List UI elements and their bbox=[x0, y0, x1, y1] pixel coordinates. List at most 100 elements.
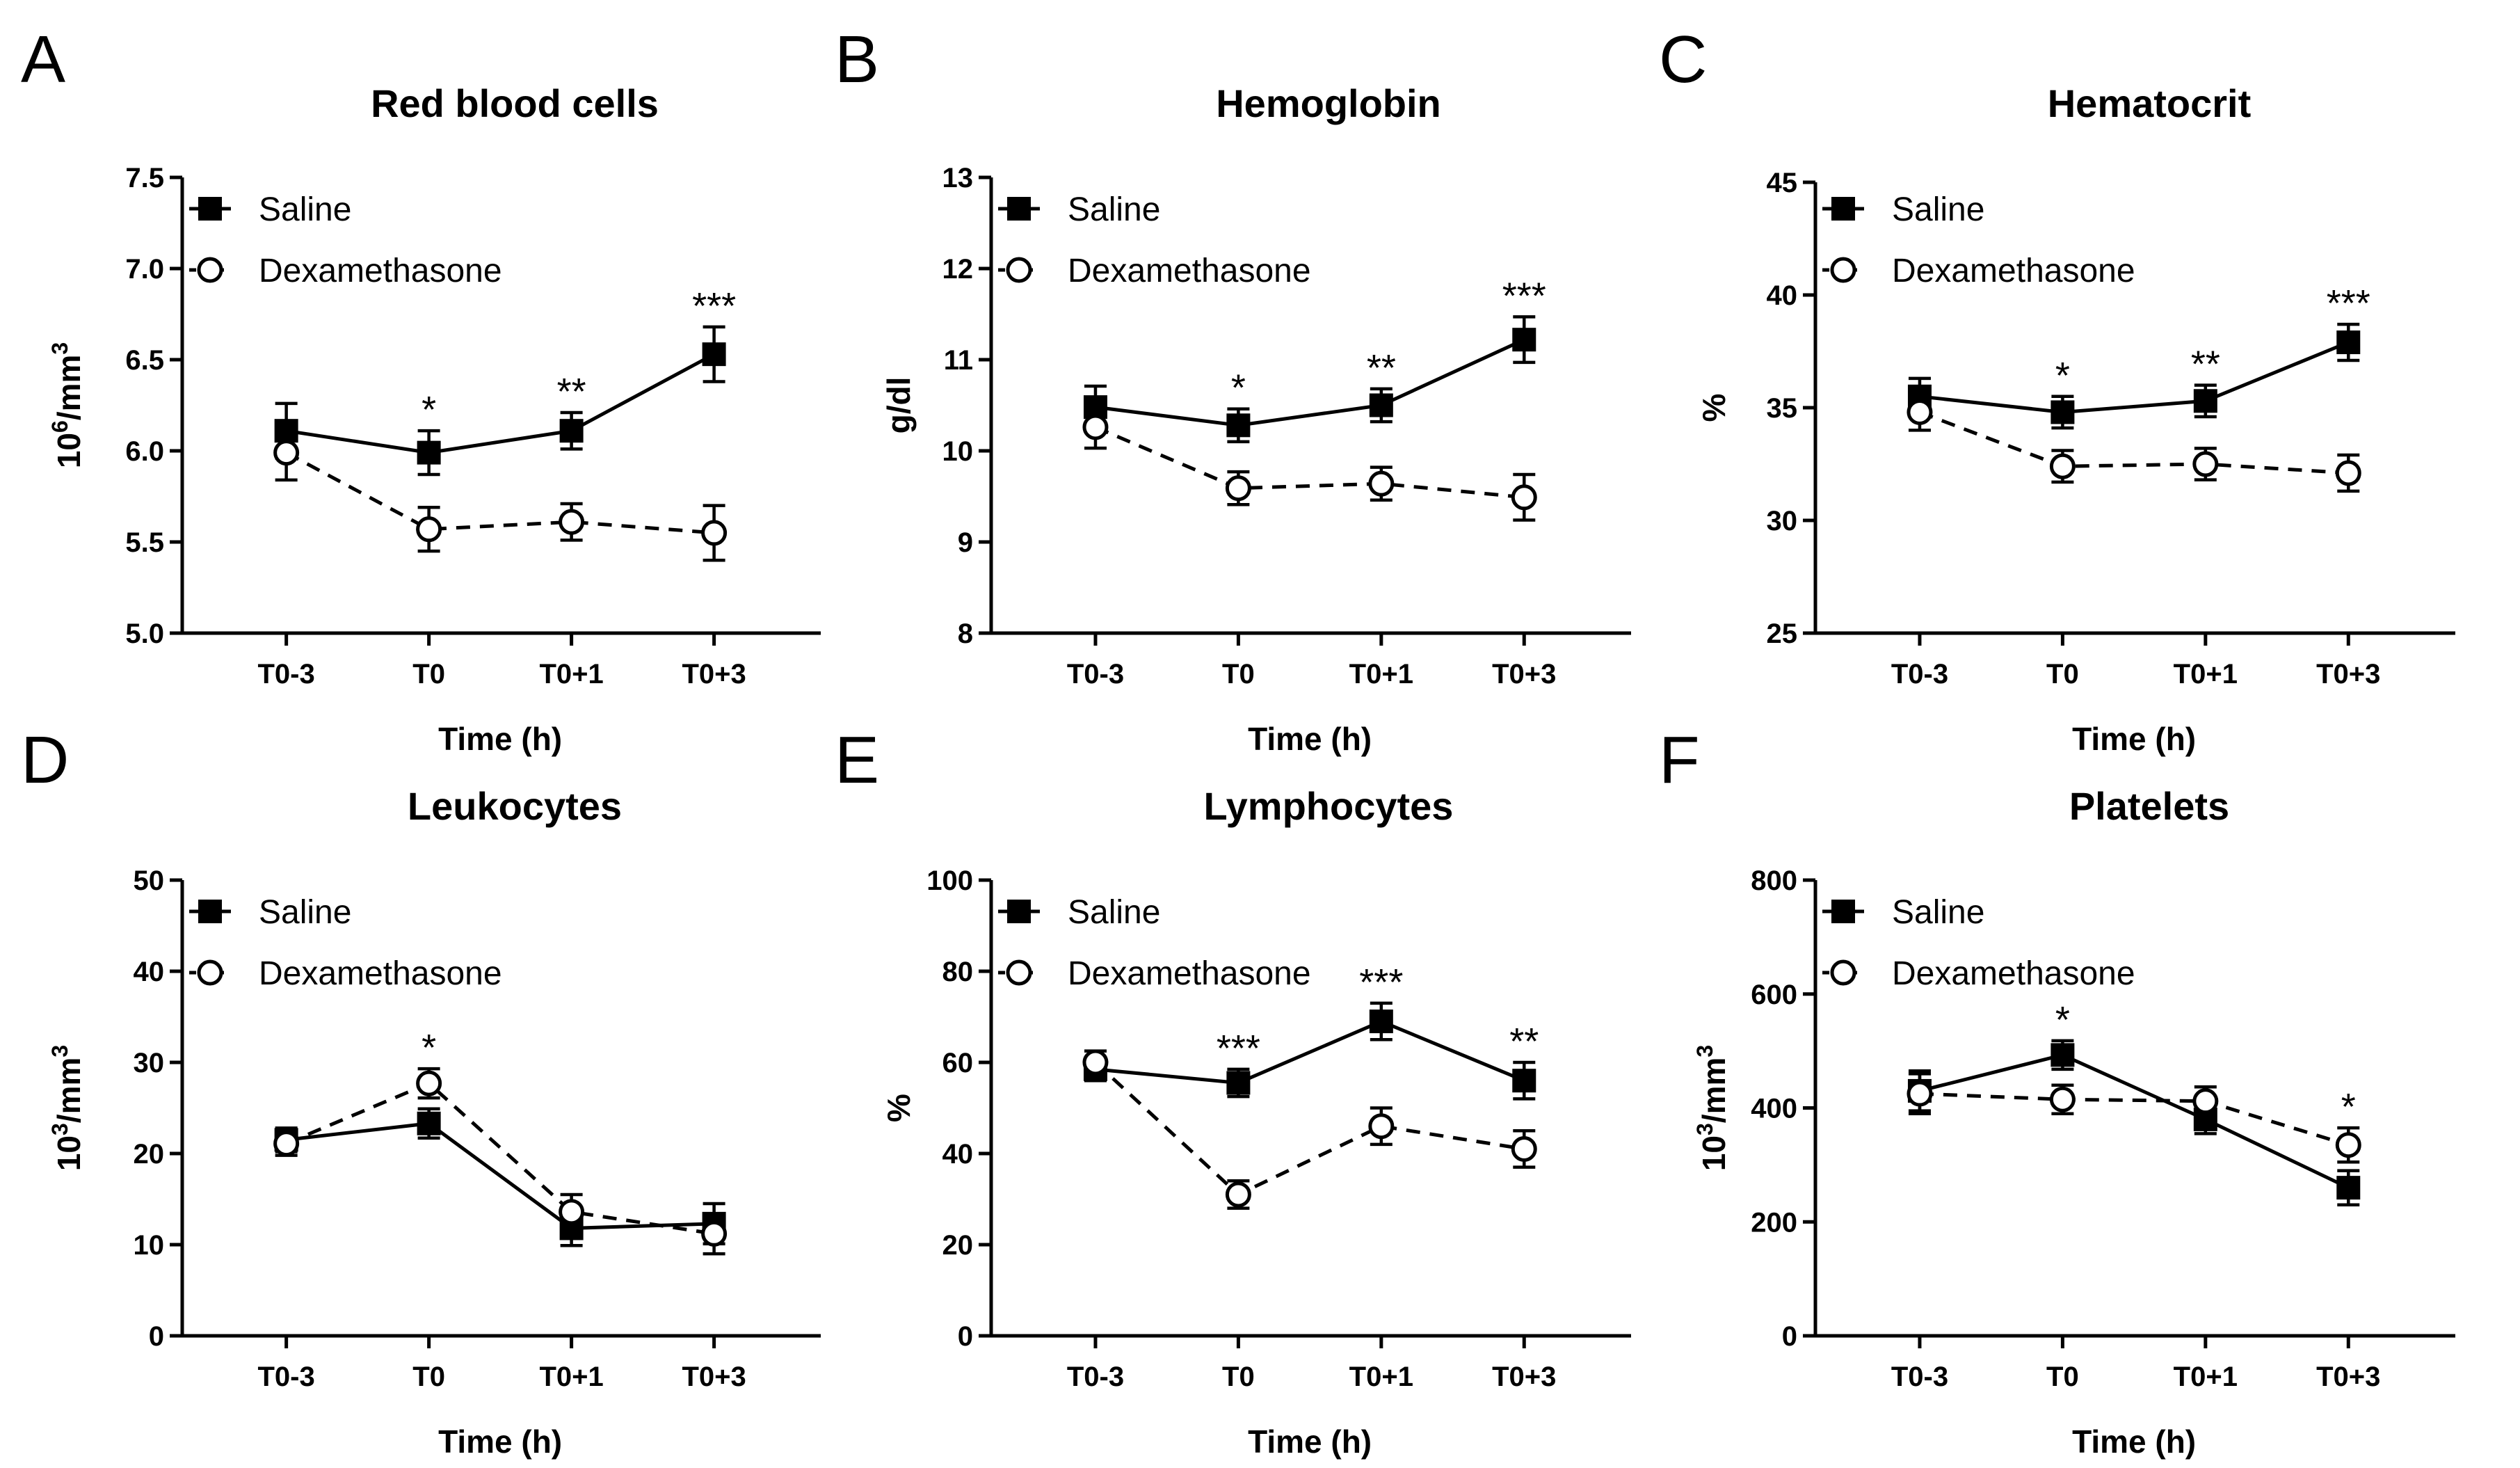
y-tick-label: 30 bbox=[134, 1048, 165, 1078]
series-line bbox=[286, 352, 715, 455]
series-saline bbox=[1083, 315, 1536, 444]
y-axis-label-part: 3 bbox=[1692, 1045, 1717, 1058]
y-axis-label-part: % bbox=[881, 1094, 917, 1122]
data-point-square bbox=[2050, 400, 2075, 424]
x-tick-label: T0-3 bbox=[258, 659, 315, 689]
x-tick-label: T0+1 bbox=[539, 1362, 603, 1392]
significance-marker: * bbox=[422, 1027, 436, 1069]
panel-f: F Platelets 0 200 400 600 800 T0-3 T0 T0+1 T0+3 Tim… bbox=[1659, 723, 2455, 1460]
data-point-circle bbox=[1907, 1080, 1933, 1107]
data-point-square bbox=[1226, 1071, 1251, 1095]
legend-label-saline: Saline bbox=[1068, 191, 1160, 228]
legend: Saline Dexamethasone bbox=[998, 894, 1311, 992]
chart-title: Lymphocytes bbox=[1204, 784, 1454, 828]
y-tick-label: 400 bbox=[1751, 1094, 1797, 1124]
data-point-circle bbox=[2049, 453, 2076, 479]
x-tick-label: T0 bbox=[2046, 659, 2079, 689]
y-tick-label: 20 bbox=[942, 1230, 974, 1261]
panel-letter: D bbox=[21, 723, 69, 797]
legend-marker-dexamethasone bbox=[1006, 959, 1032, 986]
y-tick-label: 25 bbox=[1767, 619, 1798, 649]
series-line bbox=[1919, 410, 2349, 475]
data-point-square bbox=[417, 1111, 441, 1135]
x-tick-label: T0-3 bbox=[258, 1362, 315, 1392]
legend-label-saline: Saline bbox=[259, 191, 351, 228]
y-tick-label: 12 bbox=[942, 254, 974, 285]
panel-letter: F bbox=[1659, 723, 1700, 797]
data-point-circle bbox=[1082, 1049, 1109, 1076]
legend-label-dexamethasone: Dexamethasone bbox=[259, 955, 502, 992]
series-saline bbox=[1907, 1039, 2361, 1206]
x-tick-label: T0+3 bbox=[1492, 1362, 1556, 1392]
y-tick-label: 10 bbox=[942, 436, 974, 467]
series-line bbox=[1094, 425, 1525, 500]
y-tick-label: 45 bbox=[1767, 168, 1798, 198]
x-tick-label: T0 bbox=[412, 659, 445, 689]
panel-letter: E bbox=[835, 723, 879, 797]
panel-a: A Red blood cells 5.0 5.5 6.0 6.5 7.0 7.5 T0-3 T0… bbox=[21, 22, 821, 757]
significance-marker: *** bbox=[1502, 275, 1546, 317]
data-point-square bbox=[1226, 413, 1251, 438]
significance-marker: *** bbox=[1359, 962, 1403, 1003]
y-axis-label: % bbox=[881, 1094, 917, 1122]
y-tick-label: 40 bbox=[1767, 280, 1798, 311]
y-tick-label: 0 bbox=[149, 1321, 164, 1352]
y-tick-label: 100 bbox=[926, 865, 973, 896]
data-point-circle bbox=[2335, 460, 2361, 486]
data-point-square bbox=[2050, 1043, 2075, 1067]
legend-label-dexamethasone: Dexamethasone bbox=[1068, 955, 1311, 992]
y-tick-label: 800 bbox=[1751, 865, 1797, 896]
series-line bbox=[1919, 1092, 2350, 1147]
legend-label-dexamethasone: Dexamethasone bbox=[1068, 253, 1311, 289]
y-axis-label-part: 3 bbox=[47, 342, 72, 355]
y-axis-label-part: 3 bbox=[47, 1045, 72, 1058]
x-axis-label: Time (h) bbox=[438, 1423, 562, 1460]
y-axis-label: g/dl bbox=[881, 377, 917, 434]
chart-title: Red blood cells bbox=[371, 81, 659, 125]
y-axis-label-part: 10 bbox=[1696, 1135, 1732, 1171]
x-tick-label: T0+1 bbox=[539, 659, 603, 689]
data-point-circle bbox=[2192, 451, 2219, 477]
series-dexamethasone bbox=[273, 1067, 728, 1256]
legend: Saline Dexamethasone bbox=[189, 191, 502, 289]
significance-marker: *** bbox=[692, 285, 736, 327]
data-point-square bbox=[1512, 1069, 1536, 1093]
x-tick-label: T0+3 bbox=[2316, 1362, 2380, 1392]
data-point-circle bbox=[1511, 1135, 1537, 1162]
series-line bbox=[1095, 1019, 1525, 1085]
series-saline bbox=[274, 325, 726, 477]
y-axis-label-part: 3 bbox=[1692, 1123, 1717, 1135]
x-tick-label: T0 bbox=[412, 1362, 445, 1392]
significance-marker: * bbox=[1231, 367, 1246, 409]
y-tick-label: 11 bbox=[944, 345, 973, 376]
significance-marker: * bbox=[2055, 999, 2070, 1041]
x-axis-label: Time (h) bbox=[2072, 1423, 2196, 1460]
data-point-circle bbox=[416, 516, 442, 543]
series-dexamethasone bbox=[1082, 404, 1537, 522]
y-axis-label-part: 3 bbox=[47, 1123, 72, 1135]
significance-marker: ** bbox=[557, 371, 586, 413]
legend: Saline Dexamethasone bbox=[189, 894, 502, 992]
legend: Saline Dexamethasone bbox=[1822, 894, 2135, 992]
y-axis-label: 106/mm3 bbox=[47, 342, 87, 468]
y-axis-label-part: 10 bbox=[51, 433, 87, 468]
x-tick-label: T0+1 bbox=[2174, 659, 2238, 689]
series-dexamethasone bbox=[1907, 1072, 2361, 1164]
legend: Saline Dexamethasone bbox=[998, 191, 1311, 289]
data-point-circle bbox=[416, 1070, 442, 1096]
legend-label-saline: Saline bbox=[1068, 894, 1160, 931]
data-point-square bbox=[1369, 1010, 1393, 1034]
legend-marker-saline bbox=[1831, 197, 1855, 221]
series-line bbox=[1919, 340, 2350, 414]
legend-marker-saline bbox=[1007, 197, 1031, 221]
data-point-circle bbox=[2049, 1086, 2076, 1112]
x-tick-label: T0-3 bbox=[1891, 659, 1948, 689]
series-dexamethasone bbox=[273, 424, 728, 562]
y-tick-label: 10 bbox=[134, 1230, 165, 1261]
y-tick-label: 200 bbox=[1751, 1207, 1797, 1238]
y-axis-label-part: % bbox=[1696, 394, 1732, 422]
legend-label-saline: Saline bbox=[259, 894, 351, 931]
data-point-circle bbox=[1511, 484, 1537, 511]
x-tick-label: T0+3 bbox=[682, 659, 746, 689]
